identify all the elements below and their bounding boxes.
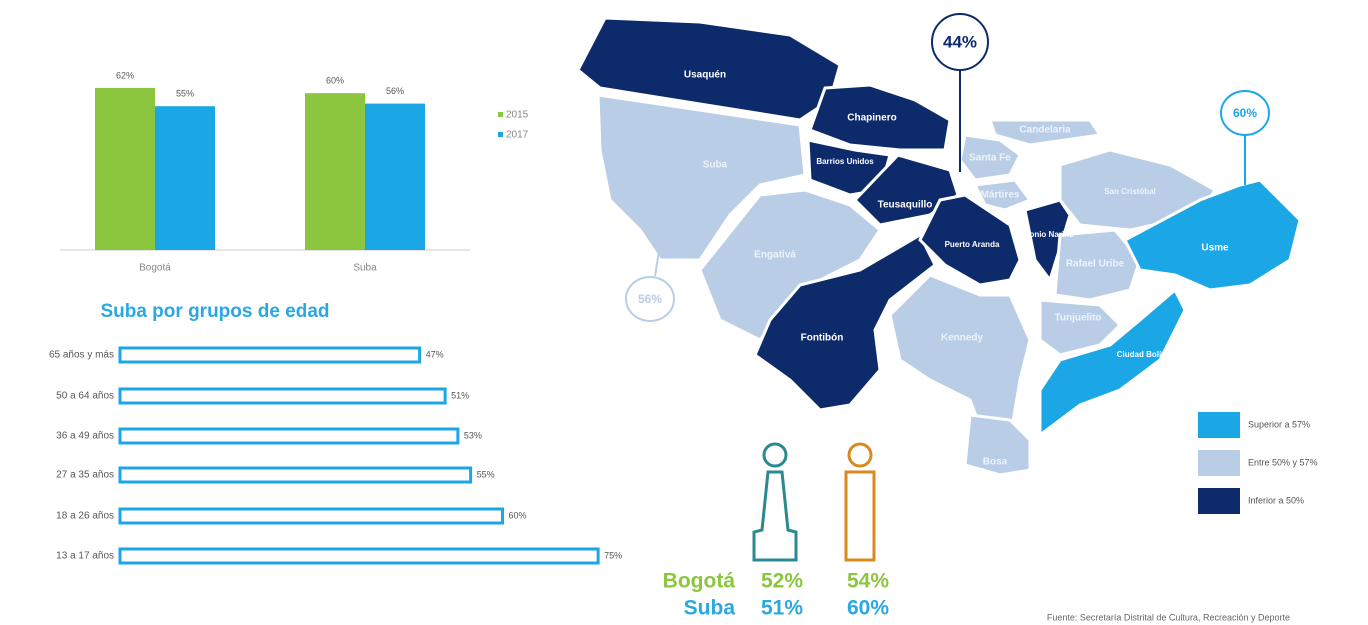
legend-swatch — [498, 132, 503, 137]
region-label: Kennedy — [941, 333, 984, 344]
region — [852, 153, 960, 227]
region-label: Ciudad Bolívar — [1117, 350, 1173, 359]
region-label: Fontibón — [801, 333, 844, 344]
y-tick-label: 18 a 26 años — [56, 511, 114, 522]
callout-label: 60% — [1233, 106, 1257, 120]
x-tick-label: Suba — [353, 263, 377, 274]
region — [1038, 287, 1187, 438]
region-label: Puerto Aranda — [945, 240, 1000, 249]
y-tick-label: 13 a 17 años — [56, 551, 114, 562]
legend-label: 2017 — [506, 130, 529, 141]
y-tick-label: 36 a 49 años — [56, 431, 114, 442]
region — [1038, 298, 1123, 357]
value-label: 51% — [451, 390, 469, 400]
bar — [365, 103, 425, 250]
region-label: Usaquén — [684, 70, 726, 81]
region — [576, 16, 842, 122]
legend-swatch — [1198, 412, 1240, 438]
region-label: Santa Fe — [969, 153, 1011, 164]
bar — [118, 507, 504, 525]
region-label: Bosa — [983, 457, 1008, 468]
stat-value: 52% — [761, 570, 803, 593]
region-label: Rafael Uribe — [1066, 259, 1125, 270]
woman-icon — [752, 442, 798, 562]
chart-title: Suba por grupos de edad — [100, 301, 329, 322]
region-label: Antonio Nariño — [1016, 230, 1074, 239]
man-icon — [844, 442, 876, 562]
region-label: Mártires — [981, 190, 1020, 201]
bar — [118, 387, 447, 405]
region — [808, 83, 952, 152]
legend-label: Inferior a 50% — [1248, 495, 1304, 505]
region — [888, 273, 1032, 442]
place-label: Bogotá — [663, 570, 736, 593]
region-label: San Cristóbal — [1104, 187, 1156, 196]
bar — [95, 87, 155, 251]
stat-value: 54% — [847, 570, 889, 593]
callout — [625, 276, 675, 322]
callout-label: 44% — [943, 32, 977, 51]
legend-label: 2015 — [506, 110, 529, 121]
region — [987, 118, 1103, 147]
y-tick-label: 65 años y más — [49, 350, 114, 361]
region-label: Barrios Unidos — [816, 157, 874, 166]
stat-value: 51% — [761, 597, 803, 620]
value-label: 75% — [604, 550, 622, 560]
region-label: Tunjuelito — [1054, 313, 1101, 324]
place-label: Suba — [684, 597, 736, 620]
bar — [118, 547, 600, 565]
value-label: 55% — [477, 469, 495, 479]
region-label: Suba — [703, 160, 728, 171]
region — [963, 413, 1032, 477]
legend-swatch — [1198, 450, 1240, 476]
legend-swatch — [1198, 488, 1240, 514]
bar — [305, 93, 365, 251]
bar — [118, 427, 460, 445]
callout-line — [654, 244, 661, 277]
callout-label: 56% — [638, 292, 662, 306]
legend-label: Superior a 57% — [1248, 419, 1310, 429]
legend-label: Entre 50% y 57% — [1248, 457, 1318, 467]
value-label: 56% — [386, 86, 404, 96]
bar — [155, 106, 215, 250]
region — [1123, 178, 1302, 292]
y-tick-label: 50 a 64 años — [56, 391, 114, 402]
region — [596, 93, 807, 262]
region-label: Chapinero — [847, 113, 896, 124]
source: Fuente: Secretaría Distrital de Cultura,… — [1047, 612, 1290, 622]
value-label: 60% — [509, 510, 527, 520]
value-label: 60% — [326, 76, 344, 86]
value-label: 47% — [426, 349, 444, 359]
region — [1053, 228, 1142, 302]
x-tick-label: Bogotá — [139, 263, 171, 274]
region-label: Usme — [1201, 243, 1229, 254]
region-label: Candelaria — [1019, 125, 1071, 136]
map — [576, 16, 1302, 477]
region — [972, 178, 1033, 212]
region — [918, 193, 1022, 287]
y-tick-label: 27 a 35 años — [56, 470, 114, 481]
value-label: 55% — [176, 89, 194, 99]
value-label: 53% — [464, 430, 482, 440]
bar — [118, 466, 473, 484]
stat-value: 60% — [847, 597, 889, 620]
value-label: 62% — [116, 70, 134, 80]
region — [753, 232, 937, 412]
callout — [1220, 90, 1270, 136]
callout — [931, 13, 989, 71]
legend-swatch — [498, 112, 503, 117]
region-label: Engativá — [754, 250, 796, 261]
region-label: Teusaquillo — [878, 200, 933, 211]
bar — [118, 346, 422, 364]
